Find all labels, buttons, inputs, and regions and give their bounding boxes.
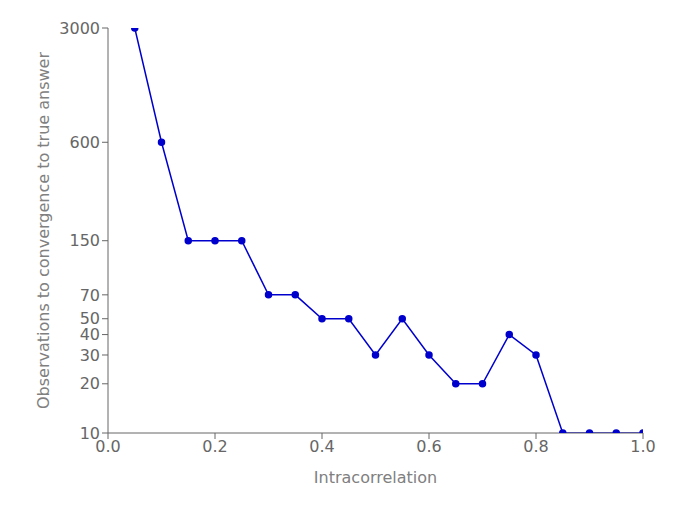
svg-text:50: 50 [80,309,100,328]
svg-text:0.4: 0.4 [309,437,334,456]
svg-text:0.6: 0.6 [416,437,441,456]
svg-text:30: 30 [80,346,100,365]
svg-text:0.8: 0.8 [523,437,548,456]
svg-text:150: 150 [69,231,100,250]
svg-text:0.0: 0.0 [95,437,121,457]
svg-text:40: 40 [79,325,100,345]
svg-text:1.0: 1.0 [630,437,655,456]
svg-text:Observations to convergence to: Observations to convergence to true answ… [34,52,53,409]
svg-text:0.2: 0.2 [202,437,227,456]
svg-text:10: 10 [80,424,100,443]
svg-text:3000: 3000 [59,19,100,38]
svg-text:20: 20 [80,374,100,393]
svg-text:600: 600 [69,133,100,152]
svg-text:70: 70 [80,286,100,305]
svg-text:Intracorrelation: Intracorrelation [314,468,437,487]
